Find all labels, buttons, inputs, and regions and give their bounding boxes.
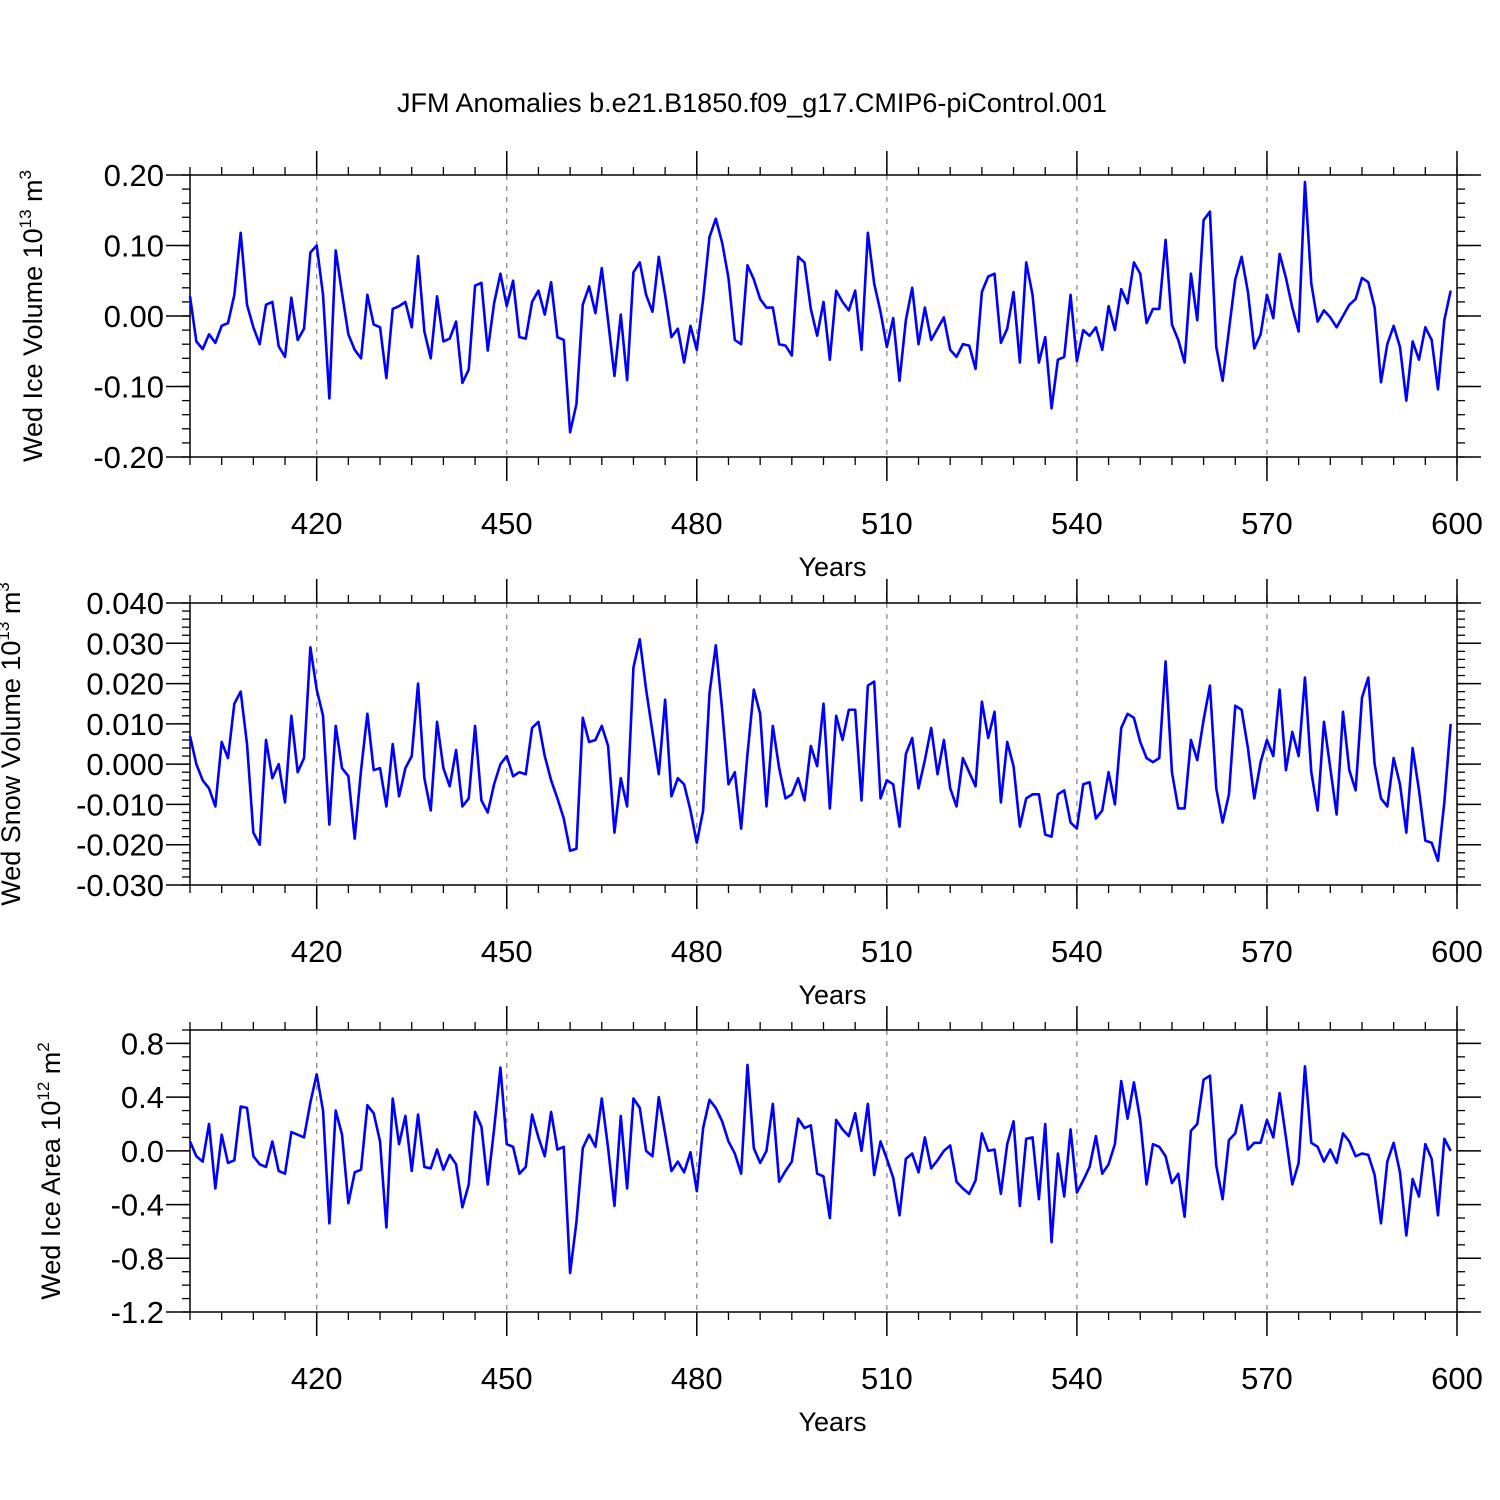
figure-title: JFM Anomalies b.e21.B1850.f09_g17.CMIP6-… (397, 88, 1107, 118)
series-line (188, 637, 1452, 863)
panels: 420 450 480 510 540 570 600 -0.20 -0.10 0.00 0.10 0… (0, 151, 1483, 1437)
x-tick-label: 570 (1241, 1361, 1293, 1396)
y-tick-label: 0.000 (86, 747, 164, 782)
x-tick-label: 570 (1241, 506, 1293, 541)
y-tick-label: -1.2 (111, 1295, 164, 1330)
x-tick-label: 450 (481, 506, 533, 541)
y-tick-label: 0.0 (121, 1134, 164, 1169)
x-axis-label: Years (798, 552, 866, 582)
panel-1: 420 450 480 510 540 570 600 -0.20 -0.10 0.00 0.10 0… (16, 151, 1483, 582)
x-tick-label: 420 (291, 1361, 343, 1396)
y-axis-label: Wed Snow Volume 1013 m3 (0, 582, 26, 906)
y-tick-label: -0.030 (76, 868, 164, 903)
x-tick-label: 450 (481, 934, 533, 969)
x-tick-label: 480 (671, 506, 723, 541)
y-tick-label: -0.8 (111, 1241, 164, 1276)
y-tick-label: -0.10 (93, 370, 164, 405)
panel-2: 420 450 480 510 540 570 600 -0.030 -0.020 -0.010 0… (0, 579, 1483, 1010)
series-line (188, 180, 1452, 434)
x-tick-label: 600 (1431, 934, 1483, 969)
x-tick-label: 480 (671, 1361, 723, 1396)
x-tick-label: 540 (1051, 934, 1103, 969)
x-tick-label: 600 (1431, 1361, 1483, 1396)
x-tick-label: 540 (1051, 506, 1103, 541)
x-tick-label: 600 (1431, 506, 1483, 541)
plot-frame (189, 174, 1458, 458)
x-axis-label: Years (798, 1407, 866, 1437)
y-tick-label: -0.020 (76, 828, 164, 863)
y-tick-label: 0.020 (86, 667, 164, 702)
x-tick-label: 510 (861, 1361, 913, 1396)
x-tick-label: 540 (1051, 1361, 1103, 1396)
y-tick-label: -0.20 (93, 440, 164, 475)
x-tick-label: 510 (861, 934, 913, 969)
x-tick-label: 420 (291, 506, 343, 541)
y-tick-label: 0.010 (86, 707, 164, 742)
y-tick-label: 0.10 (104, 229, 164, 264)
x-tick-label: 570 (1241, 934, 1293, 969)
y-axis-label: Wed Ice Area 1012 m2 (34, 1042, 66, 1300)
y-tick-label: 0.4 (121, 1080, 164, 1115)
x-tick-label: 510 (861, 506, 913, 541)
series-line (188, 1063, 1452, 1275)
x-axis-label: Years (798, 980, 866, 1010)
panel-3: 420 450 480 510 540 570 600 -1.2 -0.8 -0.4 0.0 0.4 0… (34, 1006, 1483, 1437)
y-tick-label: -0.4 (111, 1188, 164, 1223)
x-tick-label: 480 (671, 934, 723, 969)
y-tick-label: 0.040 (86, 586, 164, 621)
y-tick-label: 0.030 (86, 626, 164, 661)
y-tick-label: -0.010 (76, 787, 164, 822)
y-tick-label: 0.8 (121, 1026, 164, 1061)
plot-frame (189, 1029, 1458, 1313)
y-tick-label: 0.00 (104, 299, 164, 334)
y-tick-label: 0.20 (104, 158, 164, 193)
x-tick-label: 420 (291, 934, 343, 969)
x-tick-label: 450 (481, 1361, 533, 1396)
y-axis-label: Wed Ice Volume 1013 m3 (16, 170, 48, 462)
